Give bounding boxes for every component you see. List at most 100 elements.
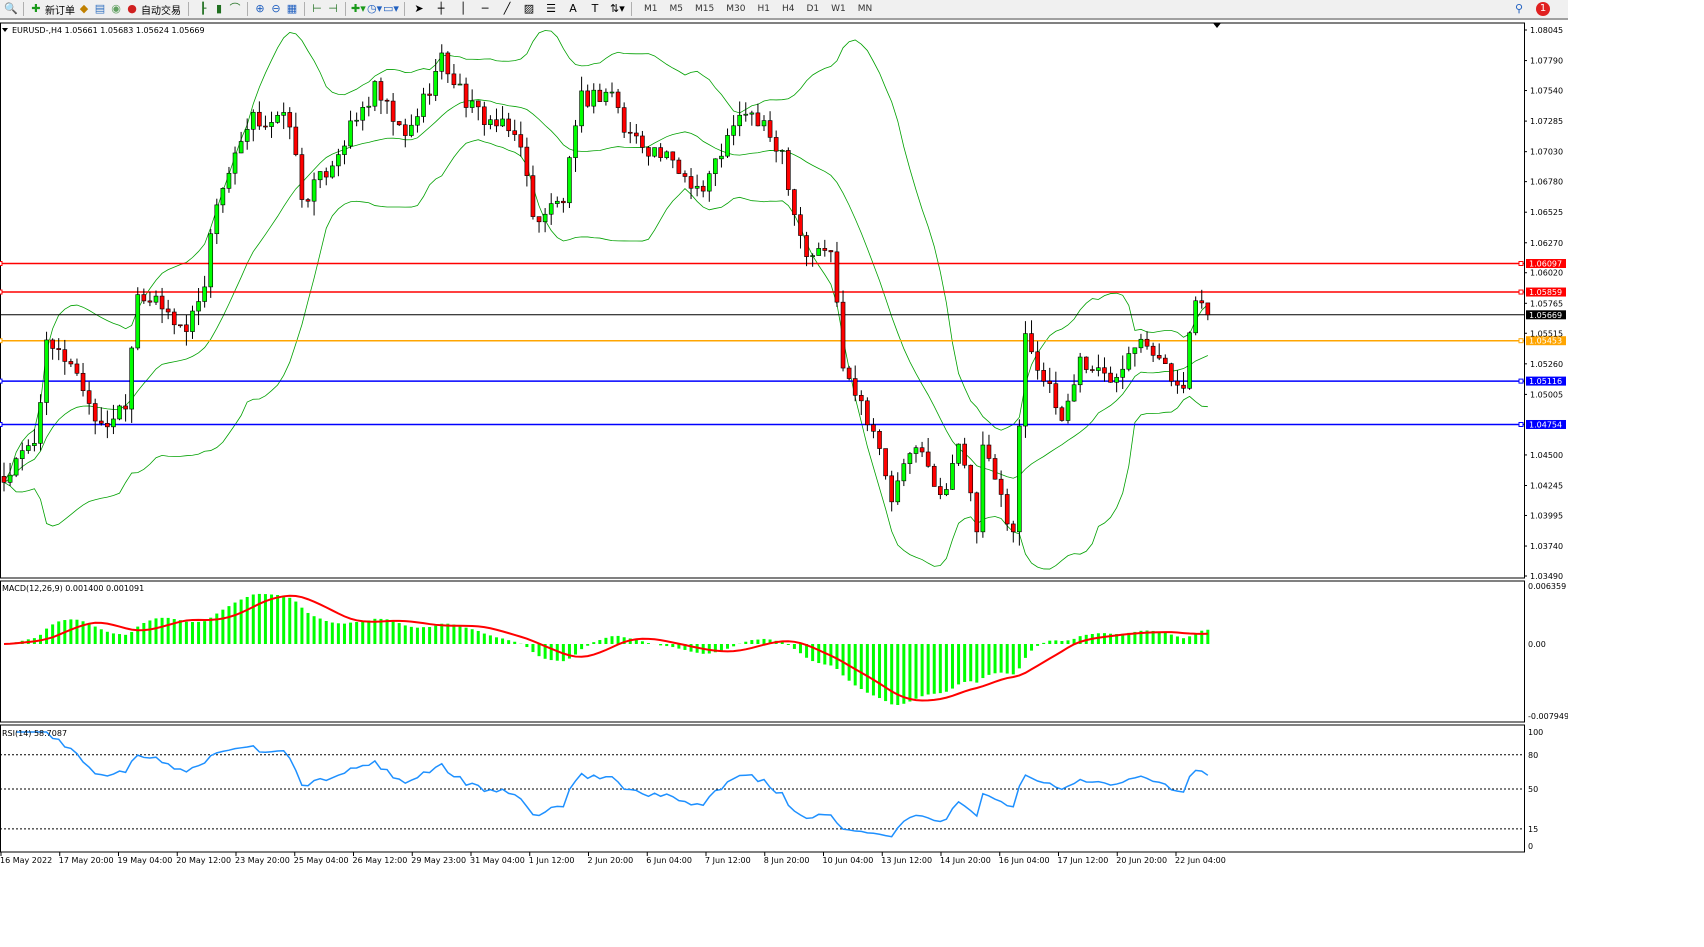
candle-body (986, 444, 992, 459)
time-axis-label: 20 Jun 20:00 (1116, 856, 1167, 865)
candle-body (579, 90, 584, 127)
indicators-icon[interactable]: ✚▾ (351, 2, 366, 15)
candle-body (536, 216, 542, 223)
candle-body (767, 120, 773, 138)
auto-trading-button[interactable]: 自动交易 (141, 5, 181, 17)
new-order-icon[interactable]: ✚ (31, 2, 41, 15)
signal-icon[interactable]: ◉ (111, 2, 121, 15)
main-frame (0, 22, 1525, 579)
cursor-icon[interactable]: ➤ (414, 2, 424, 15)
horizontal-line-icon[interactable]: ─ (481, 2, 489, 15)
candle-body (1059, 407, 1065, 421)
text-icon[interactable]: A (569, 2, 577, 15)
candle-body (1041, 370, 1046, 382)
candle-body (1077, 356, 1083, 386)
level-handle-right (1518, 421, 1524, 427)
candle-chart-icon[interactable]: ▮ (215, 2, 223, 15)
candle-body (603, 91, 609, 102)
candle-body (615, 91, 621, 108)
candle-body (457, 83, 463, 86)
new-order-button[interactable]: 新订单 (45, 5, 75, 17)
timeframe-h4[interactable]: H4 (781, 4, 795, 14)
candle-body (26, 445, 31, 451)
candle-body (433, 71, 438, 96)
candle-body (682, 173, 688, 177)
timeframe-m30[interactable]: M30 (726, 4, 746, 14)
crosshair-icon[interactable]: ┼ (437, 2, 445, 15)
tile-icon[interactable]: ▦ (286, 2, 298, 15)
autoscroll-icon[interactable]: ⊢ (312, 2, 322, 15)
candle-body (415, 116, 420, 126)
auto-trading-icon[interactable]: ● (127, 2, 137, 15)
candle-body (232, 152, 238, 174)
market-watch-icon[interactable]: ◆ (79, 2, 89, 15)
candle-body (1138, 338, 1144, 349)
zoom-in-icon[interactable]: ⊕ (255, 2, 265, 15)
text-label-icon[interactable]: T (591, 2, 599, 15)
zoom-icon[interactable]: 🔍 (4, 2, 18, 15)
candle-body (640, 135, 645, 148)
periods-icon[interactable]: ◷▾ (367, 2, 383, 15)
search-icon[interactable]: ⚲ (1514, 2, 1524, 15)
equidistant-channel-icon[interactable]: ▨ (523, 2, 535, 15)
candle-body (123, 405, 128, 410)
price-axis-label: 1.03995 (1530, 511, 1563, 520)
candle-body (500, 118, 505, 127)
templates-icon[interactable]: ▭▾ (383, 2, 399, 15)
price-level-label: 1.05669 (1529, 311, 1562, 320)
candle-body (573, 125, 578, 158)
candle-body (755, 112, 761, 127)
candle-body (105, 422, 110, 428)
candle-body (80, 372, 86, 391)
timeframe-d1[interactable]: D1 (806, 4, 820, 14)
timeframe-m15[interactable]: M15 (695, 4, 715, 14)
macd-header: MACD(12,26,9) 0.001400 0.001091 (2, 584, 144, 593)
chart-area[interactable]: 1.06097 1.05859 1.05669 1.05453 1.05116 1.047… (0, 0, 1568, 870)
trendline-icon[interactable]: ╱ (503, 2, 511, 15)
bar-chart-icon[interactable]: ┠ (199, 2, 207, 15)
level-handle-right (1518, 289, 1524, 295)
candle-body (524, 146, 530, 176)
navigator-icon[interactable]: ▤ (94, 2, 106, 15)
rsi-line (16, 731, 1209, 838)
candle-body (688, 176, 694, 189)
candle-body (1187, 332, 1192, 389)
candle-body (1205, 302, 1211, 316)
chart-shift-marker-icon (1213, 23, 1221, 28)
candle-body (664, 151, 670, 158)
notification-badge[interactable]: 1 (1536, 2, 1550, 16)
price-axis-label: 1.05515 (1530, 329, 1563, 338)
time-axis-label: 17 May 20:00 (59, 856, 114, 865)
price-level-label: 1.05859 (1529, 288, 1562, 297)
timeframe-mn[interactable]: MN (857, 4, 873, 14)
candle-body (895, 480, 901, 503)
candle-body (68, 361, 74, 365)
collapse-triangle-icon[interactable] (2, 28, 8, 32)
candle-body (427, 93, 432, 96)
zoom-out-icon[interactable]: ⊖ (271, 2, 281, 15)
candle-body (561, 200, 566, 204)
candle-body (323, 171, 329, 178)
candle-body (773, 137, 779, 152)
line-chart-icon[interactable]: ⌒ (229, 2, 241, 15)
candle-body (992, 458, 998, 480)
candle-body (475, 100, 481, 108)
candle-body (445, 52, 451, 75)
timeframe-m1[interactable]: M1 (644, 4, 658, 14)
candle-body (1181, 384, 1186, 389)
time-axis-label: 20 May 12:00 (176, 856, 231, 865)
chart-shift-icon[interactable]: ⊣ (328, 2, 338, 15)
timeframe-m5[interactable]: M5 (669, 4, 684, 14)
timeframe-w1[interactable]: W1 (831, 4, 846, 14)
candle-body (220, 188, 226, 206)
candle-body (731, 125, 736, 136)
fibonacci-icon[interactable]: ☰ (546, 2, 556, 15)
timeframe-h1[interactable]: H1 (757, 4, 770, 14)
arrows-icon[interactable]: ⇅▾ (610, 2, 625, 15)
candle-body (354, 119, 359, 122)
time-axis-label: 31 May 04:00 (470, 856, 525, 865)
rsi-axis-label: 100 (1528, 728, 1543, 737)
vertical-line-icon[interactable]: │ (459, 2, 467, 15)
price-level-tag (1526, 376, 1566, 386)
candle-body (421, 93, 426, 117)
